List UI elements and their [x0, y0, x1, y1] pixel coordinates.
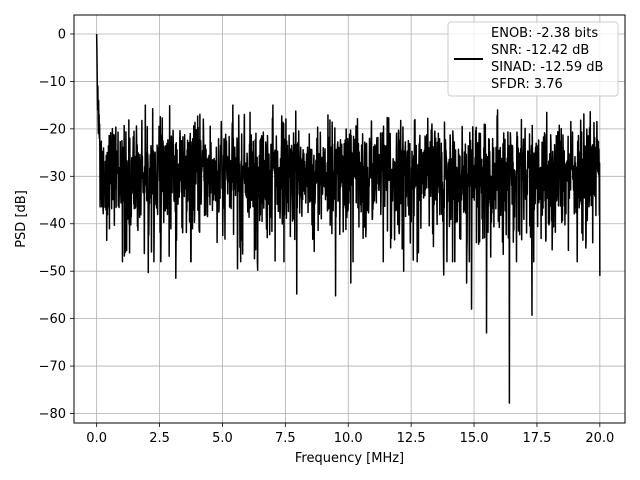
ticks	[70, 33, 601, 427]
x-tick-label: 2.5	[149, 431, 170, 446]
plot-frame	[73, 14, 626, 424]
y-axis-title: PSD [dB]	[14, 190, 29, 248]
x-tick-label: 17.5	[522, 431, 551, 446]
x-tick-label: 7.5	[275, 431, 296, 446]
legend-box	[447, 21, 619, 97]
psd-series-line	[95, 33, 601, 404]
legend-line-sinad: SINAD: -12.59 dB	[491, 60, 603, 75]
y-tick-label: −80	[39, 407, 66, 422]
x-tick-label: 20.0	[585, 431, 614, 446]
y-tick-label: −50	[39, 265, 66, 280]
x-axis-title: Frequency [MHz]	[295, 451, 404, 466]
y-tick-label: −20	[39, 122, 66, 137]
legend: ENOB: -2.38 bits SNR: -12.42 dB SINAD: -…	[447, 21, 619, 97]
x-tick-label: 10.0	[334, 431, 363, 446]
y-tick-label: −60	[39, 312, 66, 327]
y-tick-label: 0	[58, 27, 66, 42]
legend-line-snr: SNR: -12.42 dB	[491, 43, 589, 58]
legend-line-sfdr: SFDR: 3.76	[491, 77, 563, 92]
y-tick-label: −70	[39, 360, 66, 375]
x-tick-label: 12.5	[397, 431, 426, 446]
x-tick-label: 5.0	[212, 431, 233, 446]
y-tick-label: −40	[39, 217, 66, 232]
tick-labels: 0.0 2.5 5.0 7.5 10.0 12.5 15.0 17.5 20.0 0 −10 −20 −…	[39, 27, 615, 446]
y-tick-label: −10	[39, 75, 66, 90]
y-tick-label: −30	[39, 170, 66, 185]
series-layer	[95, 33, 601, 404]
legend-line-enob: ENOB: -2.38 bits	[491, 26, 598, 41]
x-tick-label: 15.0	[460, 431, 489, 446]
x-tick-label: 0.0	[86, 431, 107, 446]
